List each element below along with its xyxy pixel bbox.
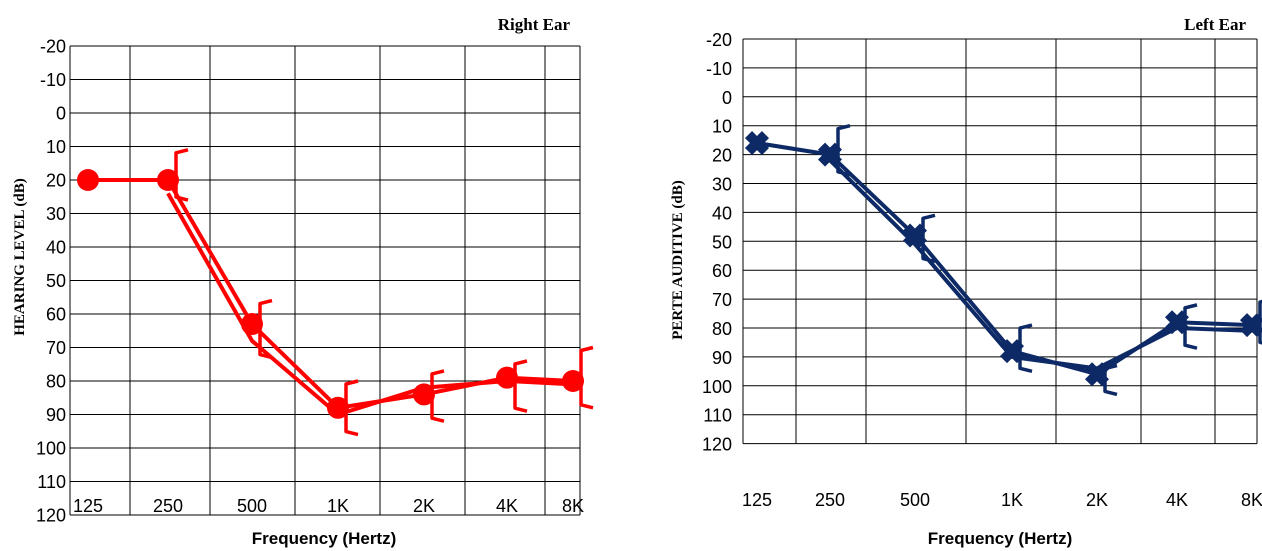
series-line-2 [166, 192, 574, 417]
y-axis-title: PERTE AUDITIVE (dB) [670, 180, 686, 340]
data-point-marker [562, 370, 584, 392]
y-tick-label: -10 [40, 70, 66, 90]
y-tick-label: 90 [712, 348, 732, 368]
y-tick-label: 0 [56, 104, 66, 124]
y-tick-label: 40 [712, 203, 732, 223]
x-tick-label: 125 [73, 496, 103, 516]
y-tick-label: -20 [706, 30, 732, 50]
series-line-2 [828, 158, 1253, 371]
x-tick-label: 2K [1086, 490, 1108, 510]
y-tick-label: 100 [702, 377, 732, 397]
data-point-marker [1239, 313, 1262, 338]
y-tick-label: 30 [46, 204, 66, 224]
y-tick-label: 10 [712, 117, 732, 137]
data-point-marker [77, 169, 99, 191]
x-tick-label: 4K [496, 496, 518, 516]
masking-bracket [513, 359, 528, 413]
data-point-marker [1084, 362, 1110, 387]
y-tick-label: 20 [712, 146, 732, 166]
y-tick-label: 120 [702, 435, 732, 455]
y-tick-label: 70 [46, 338, 66, 358]
masking-bracket [174, 148, 189, 202]
data-point-marker [744, 131, 770, 156]
grid [69, 45, 581, 516]
data-point-marker [999, 339, 1025, 364]
y-tick-label: 20 [46, 171, 66, 191]
y-tick-label: 80 [46, 372, 66, 392]
data-point-marker [241, 313, 263, 336]
data-point-marker [413, 383, 435, 406]
y-tick-label: 50 [46, 271, 66, 291]
x-tick-label: 250 [153, 496, 183, 516]
data-point-marker [1164, 310, 1190, 335]
y-tick-label: -20 [40, 37, 66, 57]
y-tick-label: 50 [712, 232, 732, 252]
data-point-marker [327, 396, 349, 419]
x-tick-label: 2K [413, 496, 435, 516]
y-tick-label: 90 [46, 405, 66, 425]
y-tick-label: 110 [703, 406, 732, 426]
y-axis-title: HEARING LEVEL (dB) [12, 178, 28, 336]
chart-title: Right Ear [498, 15, 571, 34]
x-axis-title: Frequency (Hertz) [928, 529, 1073, 548]
x-tick-label: 1K [1001, 490, 1023, 510]
data-point-marker [817, 142, 843, 167]
y-tick-label: 70 [712, 290, 732, 310]
x-tick-label: 125 [742, 490, 772, 510]
y-tick-label: 10 [46, 137, 66, 157]
y-tick-label: 30 [712, 175, 732, 195]
x-tick-label: 1K [327, 496, 349, 516]
x-tick-label: 500 [237, 496, 267, 516]
y-tick-label: 100 [36, 439, 66, 459]
y-tick-label: 80 [712, 319, 732, 339]
data-point-marker [902, 223, 928, 248]
x-tick-label: 500 [900, 490, 930, 510]
x-tick-label: 4K [1166, 490, 1188, 510]
y-tick-label: 120 [36, 506, 66, 526]
x-tick-label: 8K [1241, 490, 1262, 510]
y-tick-label: -10 [706, 59, 732, 79]
x-axis-title: Frequency (Hertz) [252, 529, 397, 548]
x-tick-label: 8K [562, 496, 584, 516]
y-tick-label: 40 [46, 238, 66, 258]
right-ear-chart: -20 -10 0 10 20 30 40 50 60 70 80 90 100 110 120 125 250… [12, 15, 594, 548]
chart-title: Left Ear [1184, 15, 1246, 34]
left-ear-chart: -20 -10 0 10 20 30 40 50 60 70 80 90 100 110 120 125 250… [670, 15, 1262, 548]
y-tick-label: 110 [37, 472, 66, 492]
grid [742, 38, 1258, 445]
y-tick-label: 60 [46, 305, 66, 325]
y-tick-label: 60 [712, 261, 732, 281]
series-line-1 [756, 141, 1253, 377]
y-tick-label: 0 [722, 88, 732, 108]
data-point-marker [157, 169, 179, 191]
x-tick-label: 250 [815, 490, 845, 510]
data-point-marker [496, 366, 518, 389]
